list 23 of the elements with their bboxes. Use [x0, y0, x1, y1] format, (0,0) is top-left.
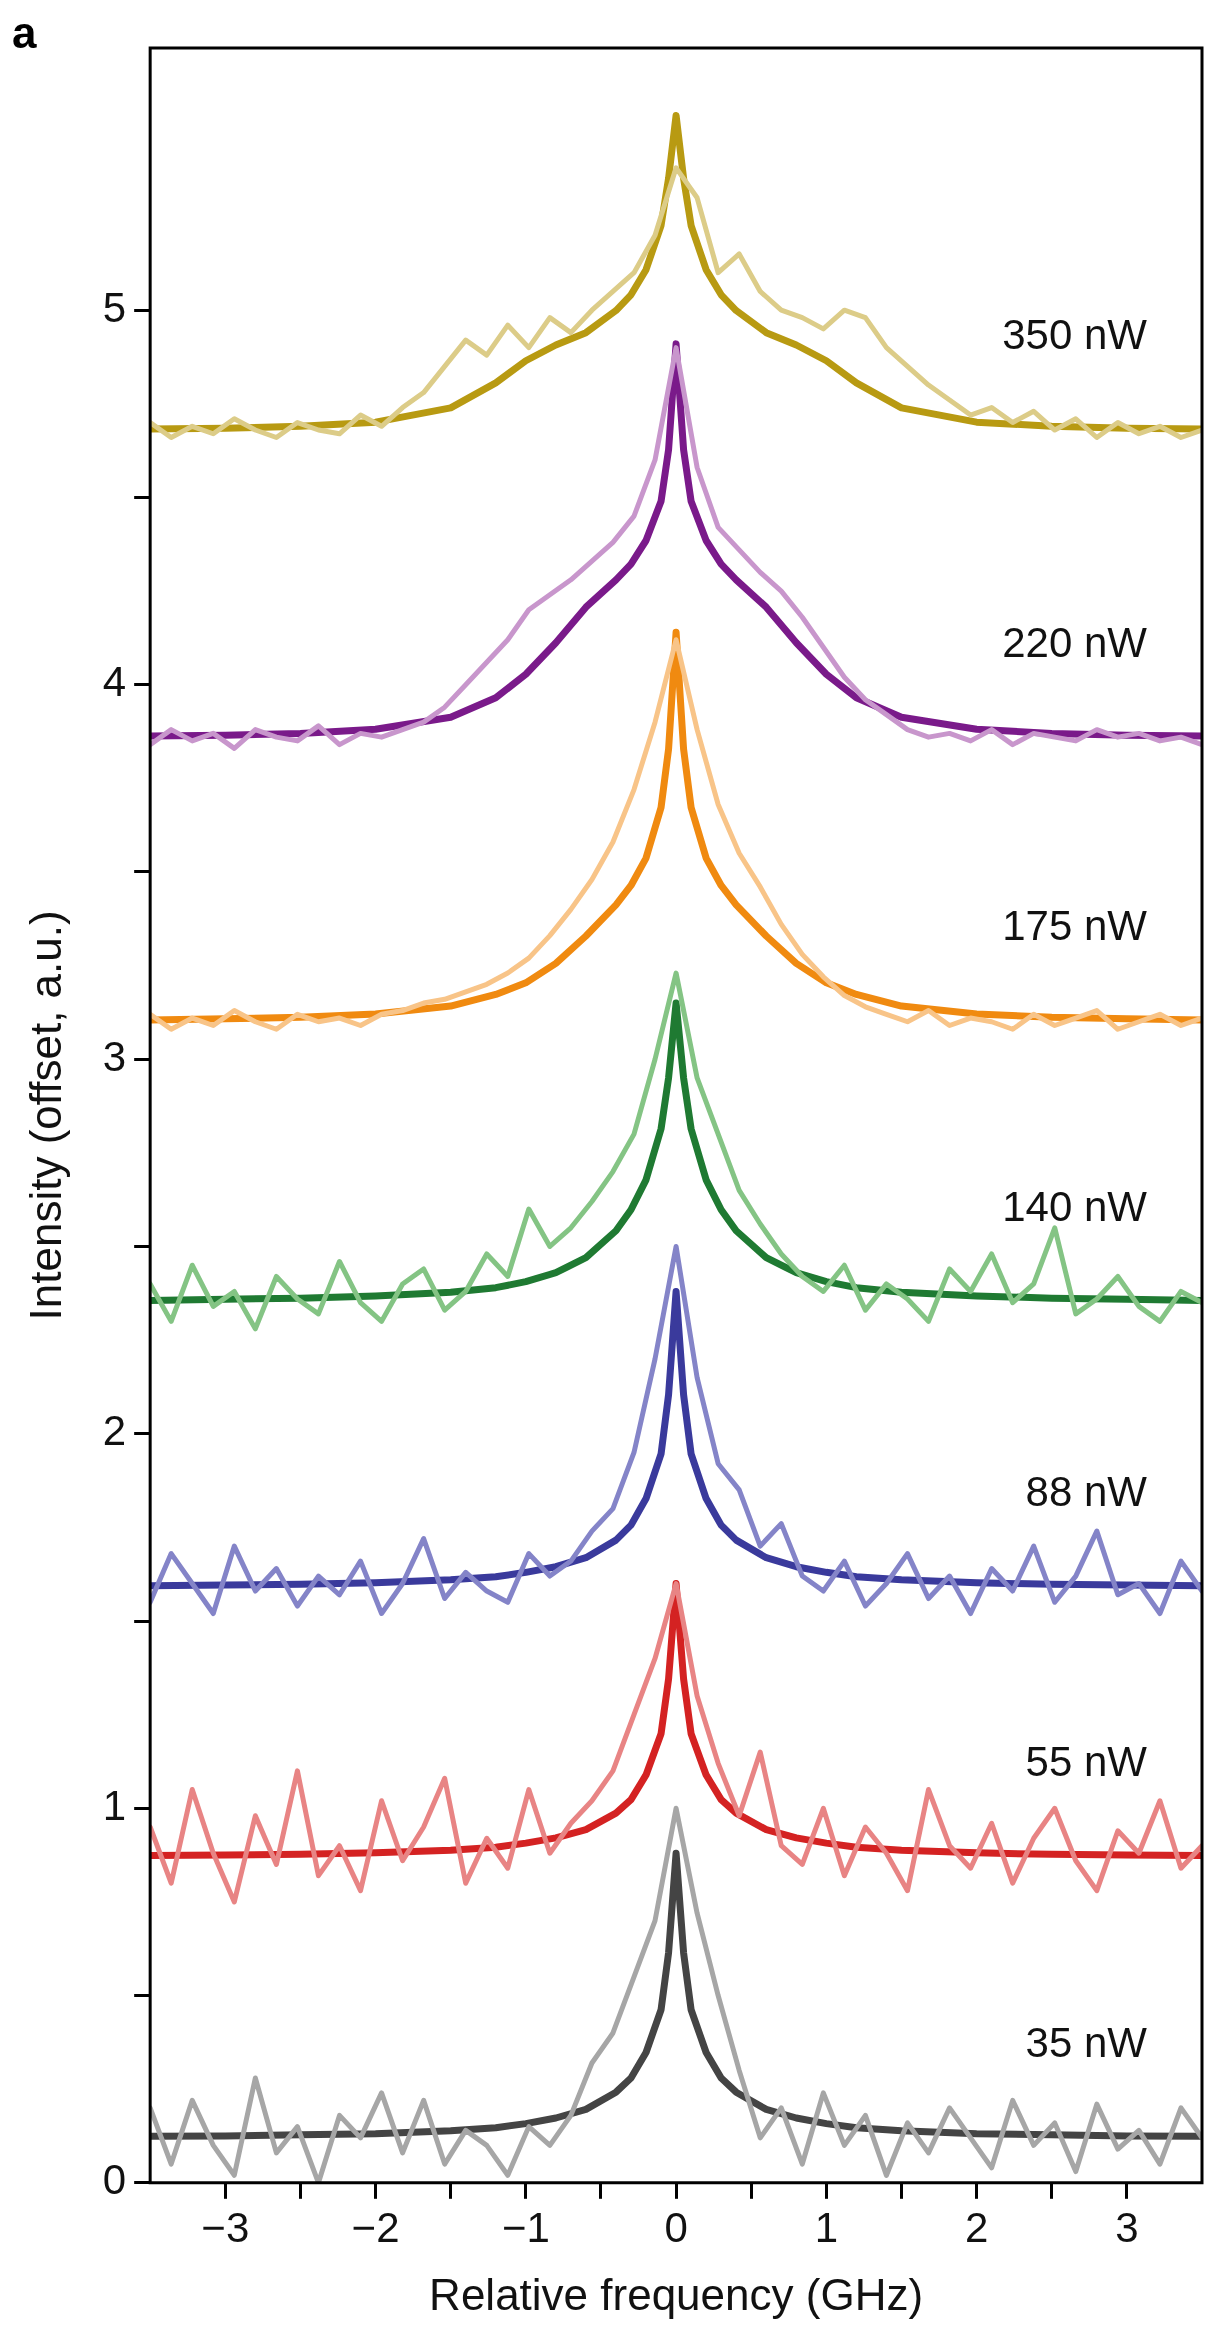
x-tick-label: 0: [664, 2203, 688, 2251]
x-tick-label: 1: [814, 2203, 839, 2251]
series-label: 88 nW: [1025, 1468, 1148, 1516]
y-tick-label: 5: [102, 283, 127, 331]
y-tick-label: 4: [102, 658, 127, 706]
x-axis-title: Relative frequency (GHz): [429, 2269, 924, 2319]
series-label: 55 nW: [1025, 1738, 1148, 1786]
series-label: 350 nW: [1002, 311, 1148, 359]
x-tick-label: −1: [501, 2203, 550, 2251]
y-tick-label: 0: [102, 2156, 127, 2204]
x-tick-label: −3: [201, 2203, 250, 2251]
y-axis-title: Intensity (offset, a.u.): [20, 910, 70, 1321]
series-label: 220 nW: [1002, 618, 1148, 666]
x-tick-label: −2: [351, 2203, 400, 2251]
series-label: 175 nW: [1002, 902, 1148, 950]
y-tick-label: 3: [102, 1032, 127, 1080]
y-tick-label: 2: [102, 1407, 127, 1455]
x-tick-label: 2: [964, 2203, 989, 2251]
text: a: [12, 8, 37, 58]
x-tick-label: 3: [1115, 2203, 1139, 2251]
series-label: 140 nW: [1002, 1182, 1148, 1230]
series-label: 35 nW: [1025, 2018, 1148, 2066]
y-tick-label: 1: [102, 1781, 127, 1829]
